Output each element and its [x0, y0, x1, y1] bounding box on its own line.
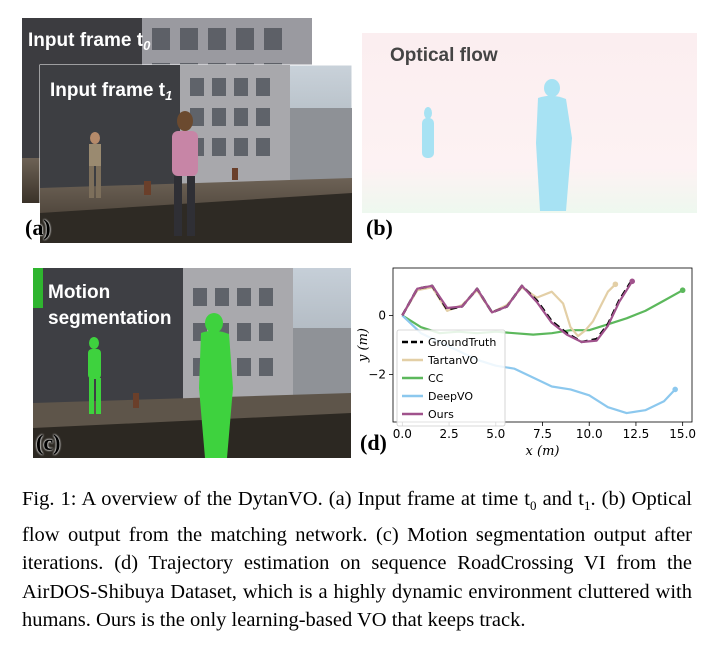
figure-caption: Fig. 1: A overview of the DytanVO. (a) I…	[22, 488, 692, 632]
panel-c-label: (c)	[36, 430, 61, 455]
motion-title-line1: Motion	[48, 282, 110, 303]
x-tick-label: 5.0	[486, 427, 505, 441]
y-tick-label: −2	[368, 368, 386, 382]
optical-flow-title: Optical flow	[390, 45, 498, 66]
legend-label-ours: Ours	[428, 408, 454, 421]
pedestrian-figure-pink	[172, 111, 198, 236]
panel-a-input-frames: Input frame t0 Input frame t1	[22, 18, 352, 243]
series-endpoint-deepvo	[672, 386, 678, 393]
legend-box	[396, 329, 506, 427]
x-tick-label: 12.5	[623, 427, 650, 441]
motion-title-line2: segmentation	[48, 308, 172, 329]
panel-b-optical-flow: Optical flow	[362, 33, 697, 213]
series-line-tartanvo	[401, 283, 617, 338]
series-endpoint-ours	[629, 278, 635, 285]
y-axis-label: y (m)	[356, 328, 371, 363]
x-tick-label: 0.0	[393, 427, 412, 441]
x-axis-label: x (m)	[526, 444, 560, 459]
legend-label-deepvo: DeepVO	[428, 390, 473, 403]
segmented-pedestrians	[88, 313, 233, 458]
x-tick-label: 7.5	[533, 427, 552, 441]
x-tick-label: 15.0	[669, 427, 696, 441]
input-frame-t1-image	[39, 64, 352, 243]
legend-label-tartanvo: TartanVO	[427, 354, 479, 367]
x-tick-label: 10.0	[576, 427, 603, 441]
legend-label-groundtruth: GroundTruth	[428, 336, 496, 349]
series-endpoint-tartanvo	[612, 281, 619, 288]
series-line-ours	[401, 280, 634, 344]
legend-label-cc: CC	[428, 372, 444, 385]
panel-d-trajectory-chart: 0.0 2.5 5.0 7.5 10.0 12.5 15.0 0 −2 x (m) y (m) Gro…	[356, 267, 696, 459]
svg-text:Input frame t0: Input frame t0	[28, 30, 151, 53]
x-tick-label: 2.5	[440, 427, 459, 441]
panel-a-label: (a)	[25, 215, 51, 240]
y-tick-label: 0	[378, 308, 386, 322]
panel-d-label: (d)	[360, 430, 387, 455]
panel-c-motion-segmentation: Motion segmentation	[33, 268, 351, 458]
svg-text:Input frame t1: Input frame t1	[50, 80, 172, 103]
pedestrian-figure	[89, 132, 101, 198]
series-endpoint-cc	[679, 287, 686, 294]
panel-b-label: (b)	[366, 215, 393, 240]
flow-silhouettes	[422, 79, 572, 211]
